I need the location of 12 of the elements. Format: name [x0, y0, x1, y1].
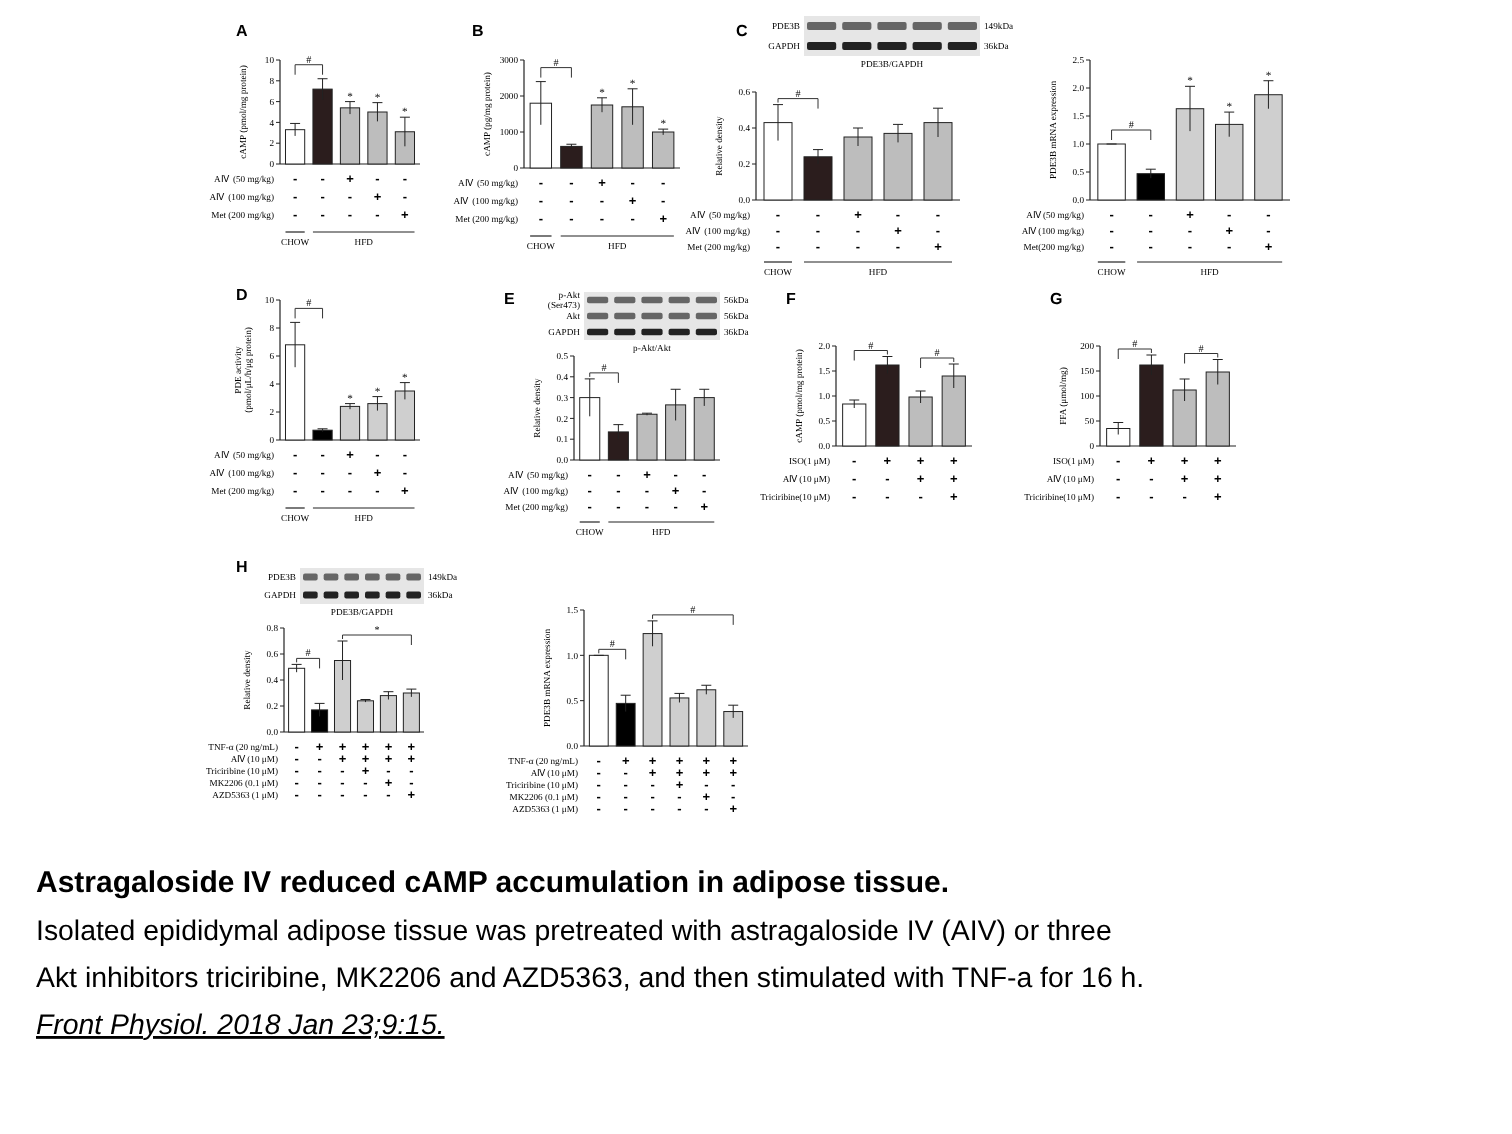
- text: Akt inhibitors triciribine, MK2206 and AZD5363, and then stimulated with TNF-a for 16 h.: [36, 963, 1145, 995]
- chart-title: A: [236, 22, 248, 40]
- chart-title: B: [472, 22, 484, 40]
- text: H: [236, 558, 248, 576]
- text: C: [736, 22, 748, 40]
- chart-title: D: [236, 286, 248, 304]
- text: E: [504, 290, 516, 308]
- chart-title: G: [1050, 290, 1063, 308]
- text: Isolated epididymal adipose tissue was pretreated with astragaloside IV (AIV) or three: [36, 916, 1112, 948]
- text: Front Physiol. 2018 Jan 23;9:15.: [36, 1010, 445, 1042]
- text: Astragaloside IV reduced cAMP accumulation in adipose tissue.: [36, 866, 950, 900]
- chart-title: F: [786, 290, 796, 308]
